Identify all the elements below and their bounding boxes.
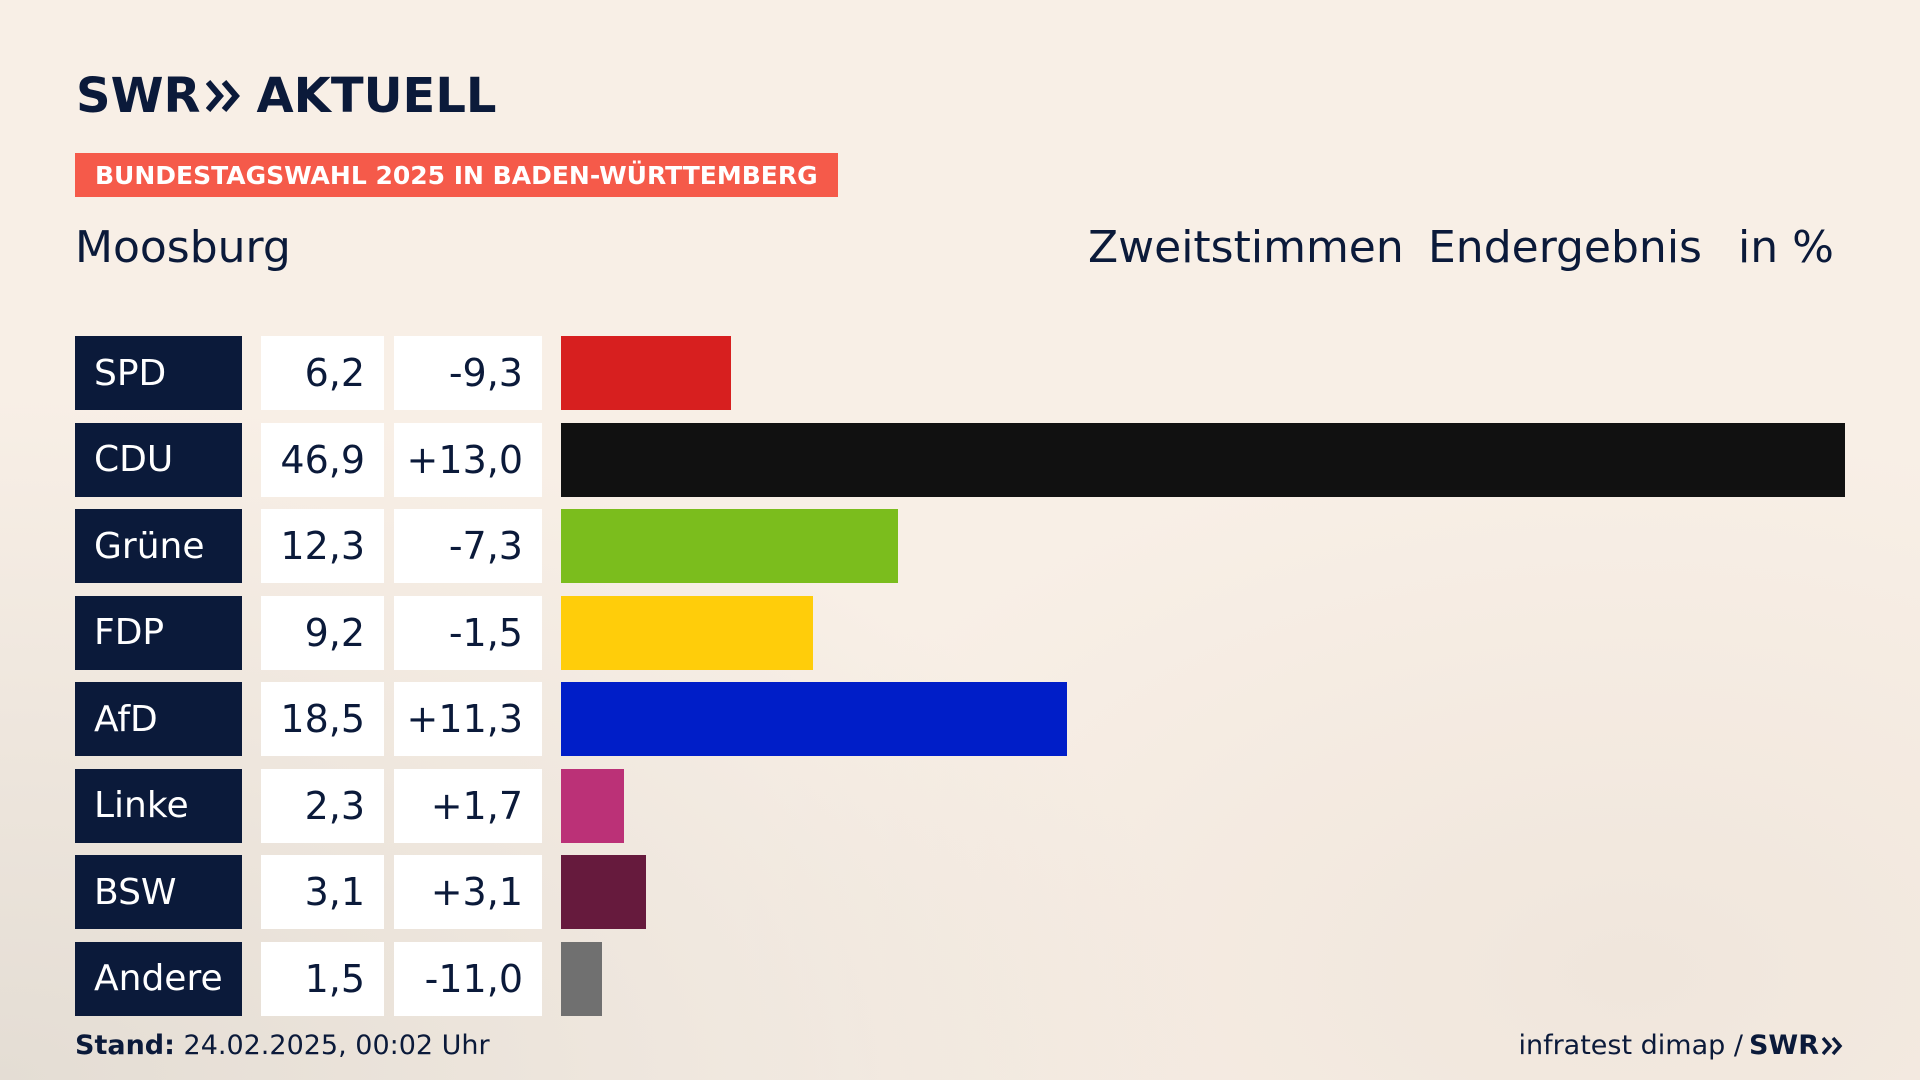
party-label: Linke	[75, 768, 242, 843]
bar-spd	[561, 336, 731, 410]
result-row: AfD 18,5 +11,3	[75, 682, 1845, 756]
vote-share-value: 12,3	[261, 509, 384, 583]
result-row: Andere 1,5 -11,0	[75, 941, 1845, 1016]
unit-label: in %	[1738, 222, 1834, 273]
election-banner: BUNDESTAGSWAHL 2025 IN BADEN-WÜRTTEMBERG	[75, 153, 838, 197]
result-row: CDU 46,9 +13,0	[75, 422, 1845, 497]
source-text: infratest dimap /	[1518, 1030, 1743, 1061]
swr-brand: SWR	[1749, 1030, 1844, 1061]
vote-change-value: +3,1	[394, 855, 542, 929]
logo-swr-text: SWR	[76, 68, 201, 124]
result-row: FDP 9,2 -1,5	[75, 595, 1845, 670]
result-row: Linke 2,3 +1,7	[75, 768, 1845, 843]
party-label: CDU	[75, 422, 242, 497]
stand-value: 24.02.2025, 00:02 Uhr	[183, 1030, 490, 1061]
vote-share-value: 9,2	[261, 595, 384, 670]
swr-aktuell-logo: SWR AKTUELL	[76, 66, 497, 126]
party-label: BSW	[75, 855, 242, 929]
party-label: AfD	[75, 682, 242, 756]
bar-afd	[561, 682, 1068, 756]
vote-change-value: +1,7	[394, 768, 542, 843]
vote-share-value: 2,3	[261, 768, 384, 843]
bar-bsw	[561, 855, 646, 929]
logo-aktuell-text: AKTUELL	[256, 68, 497, 124]
bar-cdu	[561, 422, 1845, 497]
bar-fdp	[561, 595, 813, 670]
result-row: SPD 6,2 -9,3	[75, 336, 1845, 410]
result-type-label: Endergebnis	[1428, 222, 1702, 273]
page-title: Moosburg	[75, 222, 291, 273]
bar-grüne	[561, 509, 898, 583]
party-label: Andere	[75, 941, 242, 1016]
vote-share-value: 3,1	[261, 855, 384, 929]
party-label: FDP	[75, 595, 242, 670]
vote-share-value: 46,9	[261, 422, 384, 497]
vote-share-value: 18,5	[261, 682, 384, 756]
result-row: BSW 3,1 +3,1	[75, 855, 1845, 929]
vote-share-value: 1,5	[261, 941, 384, 1016]
vote-type-label: Zweitstimmen	[1088, 222, 1404, 273]
result-row: Grüne 12,3 -7,3	[75, 509, 1845, 583]
bar-andere	[561, 941, 603, 1016]
vote-change-value: -11,0	[394, 941, 542, 1016]
swr-brand-text: SWR	[1748, 1030, 1819, 1061]
party-label: SPD	[75, 336, 242, 410]
party-label: Grüne	[75, 509, 242, 583]
double-chevron-right-icon	[1822, 1036, 1843, 1055]
vote-share-value: 6,2	[261, 336, 384, 410]
vote-change-value: -7,3	[394, 509, 542, 583]
stand-label: Stand:	[75, 1030, 175, 1061]
timestamp: Stand: 24.02.2025, 00:02 Uhr	[75, 1030, 490, 1061]
vote-change-value: -9,3	[394, 336, 542, 410]
source-credit: infratest dimap / SWR	[1518, 1030, 1844, 1061]
vote-change-value: +11,3	[394, 682, 542, 756]
vote-change-value: +13,0	[394, 422, 542, 497]
double-chevron-right-icon	[206, 79, 242, 113]
bar-linke	[561, 768, 624, 843]
vote-change-value: -1,5	[394, 595, 542, 670]
